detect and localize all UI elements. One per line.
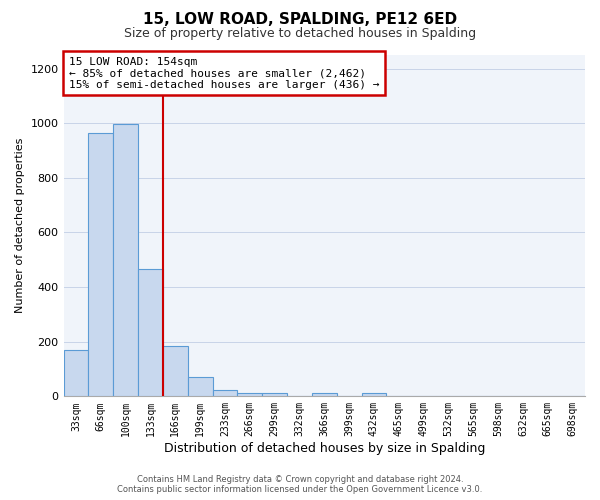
Text: Size of property relative to detached houses in Spalding: Size of property relative to detached ho… <box>124 28 476 40</box>
Bar <box>188 376 212 396</box>
Bar <box>312 393 337 396</box>
Bar <box>163 346 188 397</box>
Bar <box>362 393 386 396</box>
Bar <box>238 392 262 396</box>
Y-axis label: Number of detached properties: Number of detached properties <box>15 138 25 314</box>
X-axis label: Distribution of detached houses by size in Spalding: Distribution of detached houses by size … <box>164 442 485 455</box>
Text: 15, LOW ROAD, SPALDING, PE12 6ED: 15, LOW ROAD, SPALDING, PE12 6ED <box>143 12 457 28</box>
Bar <box>262 393 287 396</box>
Bar <box>113 124 138 396</box>
Bar <box>88 133 113 396</box>
Text: Contains HM Land Registry data © Crown copyright and database right 2024.
Contai: Contains HM Land Registry data © Crown c… <box>118 474 482 494</box>
Bar <box>212 390 238 396</box>
Bar <box>64 350 88 397</box>
Text: 15 LOW ROAD: 154sqm
← 85% of detached houses are smaller (2,462)
15% of semi-det: 15 LOW ROAD: 154sqm ← 85% of detached ho… <box>69 56 379 90</box>
Bar <box>138 270 163 396</box>
